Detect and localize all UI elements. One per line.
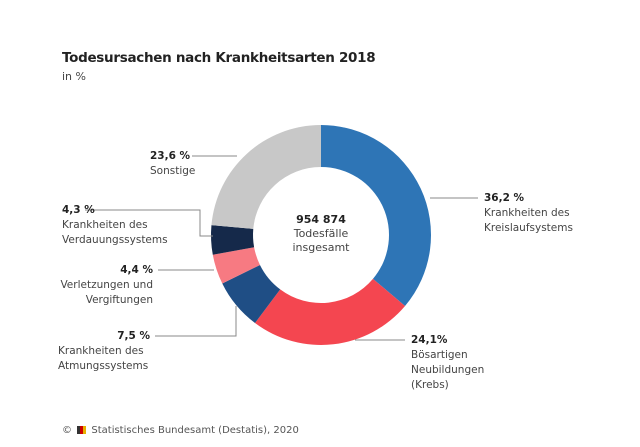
chart-title: Todesursachen nach Krankheitsarten 2018 bbox=[62, 50, 376, 66]
chart-subtitle: in % bbox=[62, 70, 86, 83]
label-text: Verletzungen und Vergiftungen bbox=[60, 279, 153, 306]
label-atmung: 7,5 % Krankheiten des Atmungssystems bbox=[58, 329, 150, 374]
label-value: 36,2 % bbox=[484, 192, 525, 204]
slice-kreislauf bbox=[321, 125, 431, 306]
copyright-icon: © bbox=[62, 425, 72, 436]
label-verdauung: 4,3 % Krankheiten des Verdauungssystems bbox=[62, 203, 182, 248]
label-kreislauf: 36,2 % Krankheiten des Kreislaufsystems bbox=[484, 191, 594, 236]
slice-krebs bbox=[255, 278, 406, 345]
label-value: 4,4 % bbox=[120, 264, 153, 276]
slice-verdauung bbox=[211, 225, 255, 255]
slice-sonstige bbox=[211, 125, 321, 229]
label-text: Krankheiten des Atmungssystems bbox=[58, 345, 149, 372]
total-deaths-value: 954 874 bbox=[296, 213, 346, 226]
label-text: Krankheiten des Verdauungssystems bbox=[62, 219, 168, 246]
slice-verletzungen bbox=[212, 247, 260, 284]
slice-atmung bbox=[222, 264, 281, 324]
total-deaths-text: Todesfälle insgesamt bbox=[292, 227, 350, 254]
source-note: © Statistisches Bundesamt (Destatis), 20… bbox=[62, 425, 299, 436]
center-label: 954 874 Todesfälle insgesamt bbox=[271, 213, 371, 255]
label-verletzungen: 4,4 % Verletzungen und Vergiftungen bbox=[58, 263, 153, 308]
label-value: 23,6 % bbox=[150, 150, 191, 162]
label-krebs: 24,1% Bösartigen Neubildungen (Krebs) bbox=[411, 333, 501, 393]
leader-line-atmung bbox=[155, 306, 237, 337]
label-value: 4,3 % bbox=[62, 204, 95, 216]
label-text: Krankheiten des Kreislaufsystems bbox=[484, 207, 573, 234]
label-value: 24,1% bbox=[411, 334, 448, 346]
label-value: 7,5 % bbox=[117, 330, 150, 342]
destatis-logo-icon bbox=[77, 426, 87, 434]
source-text: Statistisches Bundesamt (Destatis), 2020 bbox=[91, 425, 299, 436]
leader-line-verdauung bbox=[85, 209, 213, 237]
label-text: Sonstige bbox=[150, 165, 196, 177]
label-text: Bösartigen Neubildungen (Krebs) bbox=[411, 349, 485, 391]
label-sonstige: 23,6 % Sonstige bbox=[150, 149, 230, 179]
